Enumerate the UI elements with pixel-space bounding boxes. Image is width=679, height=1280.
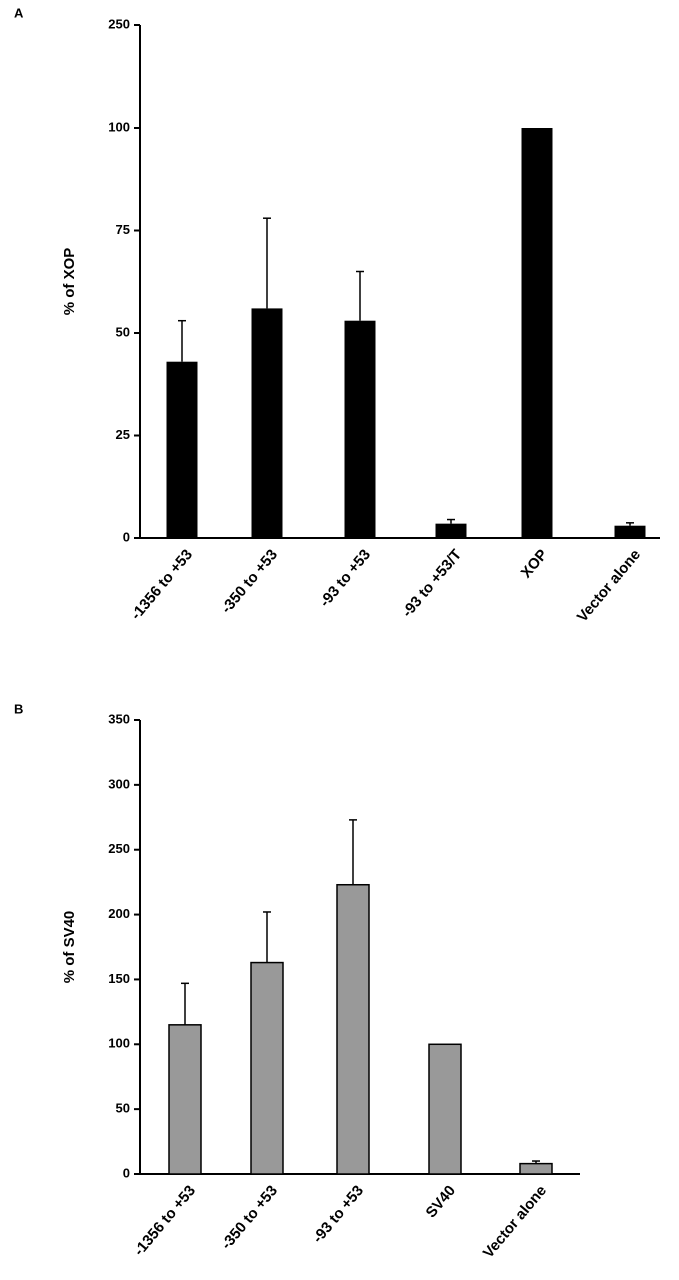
x-tick-label: -93 to +53	[309, 1182, 367, 1246]
bar	[250, 961, 284, 1175]
bar	[428, 1043, 462, 1175]
bar	[521, 128, 553, 538]
x-tick-label: -93 to +53	[316, 546, 374, 610]
panel-label: A	[14, 5, 24, 20]
x-tick-label: XOP	[518, 546, 551, 581]
bar	[168, 1024, 202, 1175]
bar	[435, 523, 467, 538]
y-tick-label: 300	[108, 776, 130, 791]
x-tick-label: SV40	[422, 1182, 459, 1221]
y-tick-label: 0	[123, 529, 130, 544]
y-axis-label: % of XOP	[61, 248, 78, 316]
y-tick-label: 50	[116, 1101, 130, 1116]
x-tick-label: -350 to +53	[218, 1182, 281, 1253]
x-tick-label: -93 to +53/T	[399, 546, 465, 620]
y-tick-label: 100	[108, 119, 130, 134]
x-tick-label: Vector alone	[574, 546, 644, 625]
bar	[336, 883, 370, 1175]
y-tick-label: 100	[108, 1036, 130, 1051]
y-tick-label: 50	[116, 324, 130, 339]
y-tick-label: 0	[123, 1165, 130, 1180]
y-tick-label: 350	[108, 711, 130, 726]
x-tick-label: -1356 to +53	[128, 546, 197, 623]
panel-label: B	[14, 701, 23, 716]
y-axis-label: % of SV40	[61, 911, 78, 984]
y-tick-label: 25	[116, 427, 130, 442]
bar	[519, 1162, 553, 1175]
y-tick-label: 200	[108, 906, 130, 921]
y-tick-label: 250	[108, 841, 130, 856]
x-tick-label: -1356 to +53	[131, 1182, 200, 1259]
x-tick-label: -350 to +53	[218, 546, 281, 617]
bar	[166, 361, 198, 538]
x-tick-label: Vector alone	[480, 1182, 550, 1261]
y-tick-label: 250	[108, 16, 130, 31]
bar	[251, 308, 283, 538]
bar	[344, 320, 376, 538]
y-tick-label: 150	[108, 971, 130, 986]
y-tick-label: 75	[116, 222, 130, 237]
bar	[614, 525, 646, 538]
